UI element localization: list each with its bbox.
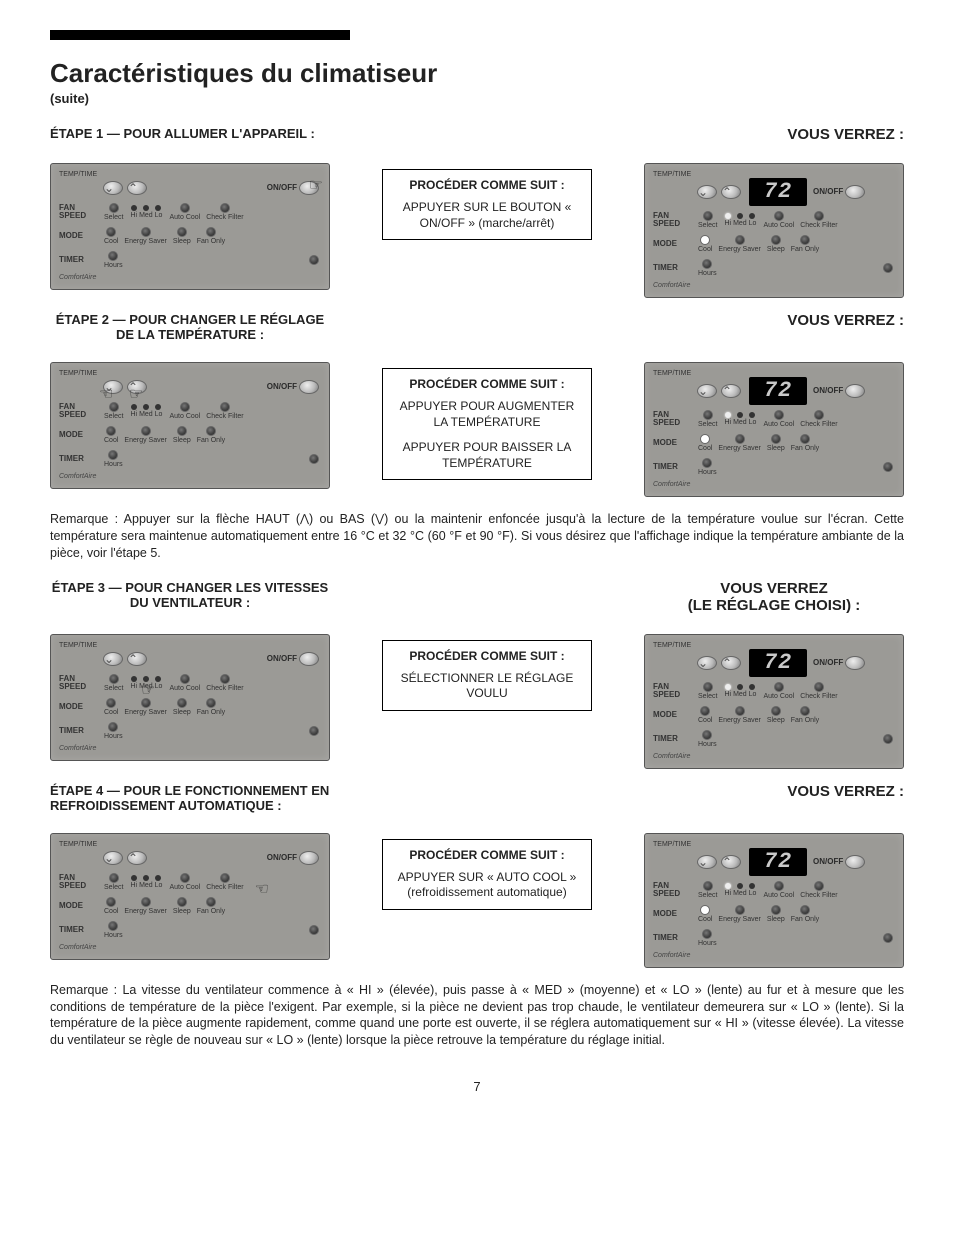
- mode-fanonly-button[interactable]: [206, 227, 216, 237]
- step3-header: ÉTAPE 3 — POUR CHANGER LES VITESSES DU V…: [50, 580, 330, 610]
- temp-up-button[interactable]: ⌃: [721, 185, 741, 199]
- step-4: ÉTAPE 4 — POUR LE FONCTIONNEMENT EN REFR…: [50, 783, 904, 968]
- temp-display: 72: [749, 178, 807, 206]
- auto-cool-button[interactable]: [180, 203, 190, 213]
- step4-header: ÉTAPE 4 — POUR LE FONCTIONNEMENT EN REFR…: [50, 783, 330, 813]
- step1-header: ÉTAPE 1 — POUR ALLUMER L'APPAREIL :: [50, 126, 330, 141]
- indicator-dot: [309, 255, 319, 265]
- step2-result-header: VOUS VERREZ :: [644, 312, 904, 329]
- step2-action-box: PROCÉDER COMME SUIT : APPUYER POUR AUGME…: [382, 368, 592, 480]
- mode-saver-button[interactable]: [141, 227, 151, 237]
- control-panel-right-4: TEMP/TIME ⌄ ⌃ 72 ON/OFF FAN SPEED Select…: [644, 833, 904, 968]
- onoff-button[interactable]: [845, 185, 865, 199]
- control-panel-right-2: TEMP/TIME ⌄ ⌃ 72 ON/OFF FAN SPEED Select…: [644, 362, 904, 497]
- temp-up-button[interactable]: ⌃: [127, 181, 147, 195]
- fan-select-button[interactable]: [109, 203, 119, 213]
- control-panel-right-1: TEMP/TIME ⌄ ⌃ 72 ON/OFF FAN SPEED Select…: [644, 163, 904, 298]
- check-filter-button[interactable]: [220, 203, 230, 213]
- temp-display: 72: [749, 377, 807, 405]
- note-1: Remarque : Appuyer sur la flèche HAUT (⋀…: [50, 511, 904, 562]
- step3-action-box: PROCÉDER COMME SUIT : SÉLECTIONNER LE RÉ…: [382, 640, 592, 711]
- step1-result-header: VOUS VERREZ :: [644, 126, 904, 143]
- onoff-button[interactable]: [299, 380, 319, 394]
- fan-speed-label: FAN SPEED: [59, 204, 101, 220]
- step-2: ÉTAPE 2 — POUR CHANGER LE RÉGLAGE DE LA …: [50, 312, 904, 497]
- up-arrow-icon: ⋀: [300, 512, 309, 527]
- onoff-button[interactable]: [299, 181, 319, 195]
- brand-label: ComfortAire: [59, 274, 321, 281]
- temp-down-button[interactable]: ⌄: [697, 185, 717, 199]
- step1-action-box: PROCÉDER COMME SUIT : APPUYER SUR LE BOU…: [382, 169, 592, 240]
- temptime-label: TEMP/TIME: [59, 171, 97, 178]
- header-rule: [50, 30, 350, 40]
- mode-sleep-button[interactable]: [177, 227, 187, 237]
- action-body: APPUYER SUR LE BOUTON « ON/OFF » (marche…: [393, 200, 581, 231]
- action-header: PROCÉDER COMME SUIT :: [393, 178, 581, 192]
- page-title: Caractéristiques du climatiseur: [50, 58, 904, 89]
- mode-label: MODE: [59, 232, 101, 240]
- control-panel-left-1: TEMP/TIME ⌄ ⌃ ON/OFF ☞ FAN SPEED Select …: [50, 163, 330, 290]
- temp-display: 72: [749, 848, 807, 876]
- control-panel-left-4: TEMP/TIME ⌄ ⌃ ON/OFF FAN SPEED Select Hi…: [50, 833, 330, 960]
- temp-up-button[interactable]: ⌃: [127, 380, 147, 394]
- temp-down-button[interactable]: ⌄: [103, 181, 123, 195]
- timer-button[interactable]: [108, 251, 118, 261]
- step4-action-box: PROCÉDER COMME SUIT : APPUYER SUR « AUTO…: [382, 839, 592, 910]
- control-panel-right-3: TEMP/TIME ⌄ ⌃ 72 ON/OFF FAN SPEED Select…: [644, 634, 904, 769]
- onoff-label: ON/OFF: [267, 184, 297, 192]
- timer-label: TIMER: [59, 256, 101, 264]
- page-number: 7: [50, 1079, 904, 1094]
- control-panel-left-2: TEMP/TIME ⌄ ⌃ ON/OFF ☜ ☞ FAN SPEED Selec…: [50, 362, 330, 489]
- step4-result-header: VOUS VERREZ :: [644, 783, 904, 800]
- step2-header: ÉTAPE 2 — POUR CHANGER LE RÉGLAGE DE LA …: [50, 312, 330, 342]
- mode-cool-button[interactable]: [106, 227, 116, 237]
- step-1: ÉTAPE 1 — POUR ALLUMER L'APPAREIL : VOUS…: [50, 126, 904, 298]
- temp-display: 72: [749, 649, 807, 677]
- step3-result-header: VOUS VERREZ(LE RÉGLAGE CHOISI) :: [644, 580, 904, 614]
- temp-down-button[interactable]: ⌄: [103, 380, 123, 394]
- down-arrow-icon: ⋁: [375, 512, 384, 527]
- page-subtitle: (suite): [50, 91, 904, 106]
- control-panel-left-3: TEMP/TIME ⌄ ⌃ ON/OFF FAN SPEED Select ☞ …: [50, 634, 330, 761]
- note-2: Remarque : La vitesse du ventilateur com…: [50, 982, 904, 1050]
- step-3: ÉTAPE 3 — POUR CHANGER LES VITESSES DU V…: [50, 580, 904, 769]
